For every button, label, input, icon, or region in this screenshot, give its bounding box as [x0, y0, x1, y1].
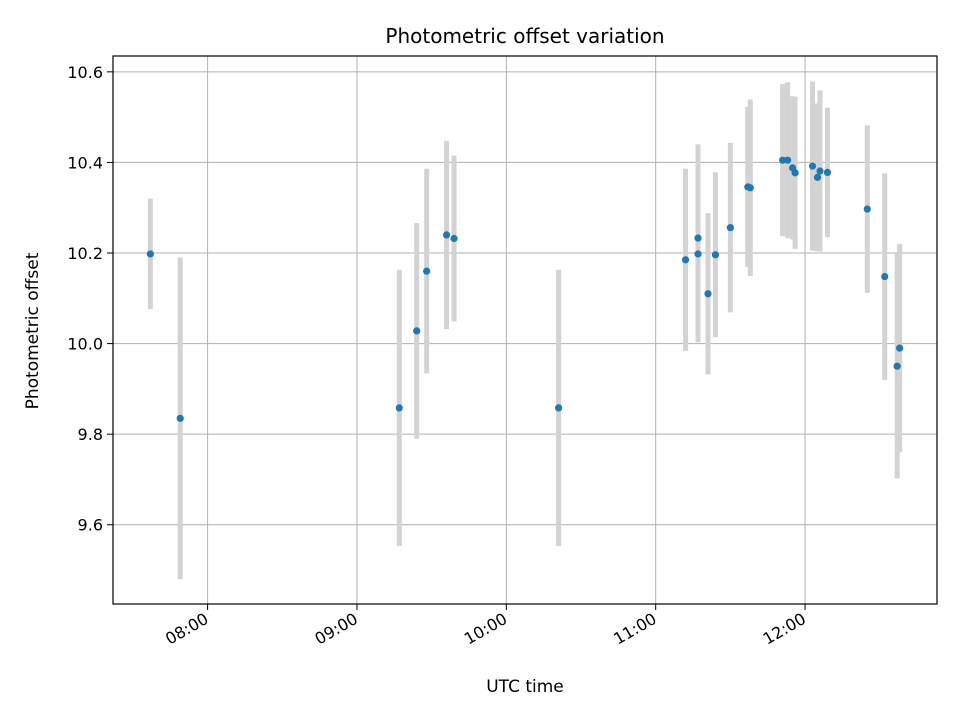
data-point: [395, 404, 403, 412]
x-tick-label: 11:00: [610, 609, 659, 649]
data-points: [146, 156, 904, 422]
x-tick-label: 09:00: [312, 609, 361, 649]
y-tick-label: 10.4: [67, 153, 103, 172]
data-point: [413, 327, 421, 335]
data-point: [896, 344, 904, 352]
chart-title: Photometric offset variation: [385, 24, 664, 48]
error-bars: [147, 81, 903, 580]
data-point: [711, 251, 720, 259]
data-point: [746, 184, 754, 192]
grid: [113, 56, 937, 604]
data-point: [893, 362, 901, 370]
y-axis-title: Photometric offset: [23, 252, 43, 409]
data-point: [146, 250, 154, 258]
data-point: [694, 250, 702, 258]
data-point: [555, 404, 563, 412]
data-point: [808, 162, 817, 170]
x-axis-title: UTC time: [486, 677, 564, 697]
data-point: [726, 224, 734, 232]
data-point: [823, 168, 832, 176]
plot-area-frame: [112, 55, 938, 605]
x-axis: 08:00 09:00 10:00 11:00 12:00: [162, 604, 809, 649]
data-point: [863, 205, 871, 213]
data-point: [779, 156, 787, 164]
y-tick-label: 10.0: [67, 335, 103, 354]
y-tick-label: 10.2: [67, 244, 103, 263]
data-point: [784, 156, 792, 164]
data-point: [704, 290, 712, 298]
data-point: [450, 234, 458, 243]
data-point: [813, 173, 822, 181]
data-point: [816, 167, 824, 175]
data-point: [694, 234, 702, 242]
data-point: [791, 169, 799, 177]
data-point: [176, 414, 184, 422]
data-point: [423, 267, 431, 275]
y-tick-label: 9.6: [78, 516, 103, 535]
data-point: [881, 272, 889, 281]
y-axis: 9.6 9.8 10.0 10.2 10.4 10.6: [67, 63, 113, 535]
data-point: [681, 256, 690, 264]
x-tick-label: 12:00: [760, 609, 809, 649]
data-point: [442, 231, 451, 239]
y-tick-label: 9.8: [78, 425, 103, 444]
x-tick-label: 10:00: [461, 609, 510, 649]
y-tick-label: 10.6: [67, 63, 103, 82]
x-tick-label: 08:00: [162, 609, 211, 649]
